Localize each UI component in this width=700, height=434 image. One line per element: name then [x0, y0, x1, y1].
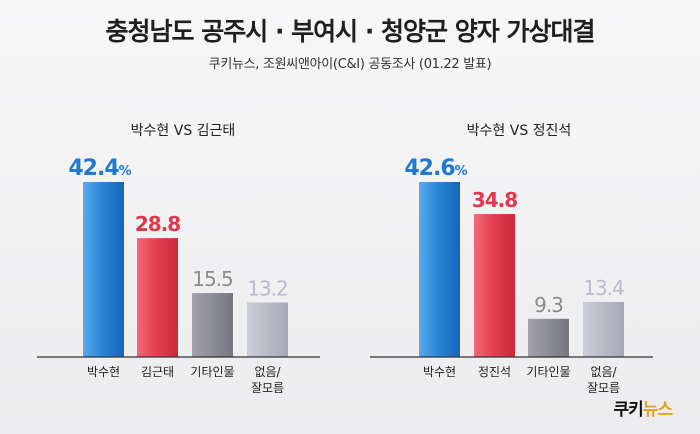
data-label: 9.3 [534, 293, 563, 317]
category-label: 박수현 [423, 365, 456, 379]
data-label: 13.2 [247, 277, 288, 301]
chart-2: 박수현 VS 정진석 42.6% 박수현 34.8 정진석 9.3 기타인물 13.4 없음/잘… [370, 123, 653, 395]
bar [247, 302, 288, 357]
category-label-line: 기타인물 [526, 365, 570, 379]
bar [192, 293, 233, 357]
category-label: 김근태 [141, 365, 174, 379]
data-label: 42.6% [404, 156, 467, 181]
bar [137, 238, 178, 357]
chart-title: 박수현 VS 정진석 [467, 123, 572, 139]
category-label-line: 잘모름 [251, 381, 284, 395]
category-label-line: 김근태 [141, 365, 174, 379]
category-label: 박수현 [87, 365, 120, 379]
bar [474, 214, 515, 357]
category-label-line: 박수현 [87, 365, 120, 379]
page-subtitle: 쿠키뉴스, 조원씨앤아이(C&I) 공동조사 (01.22 발표) [208, 57, 492, 72]
category-label: 기타인물 [526, 365, 570, 379]
chart-title: 박수현 VS 김근태 [131, 123, 236, 139]
logo-text-accent: 뉴스 [642, 400, 673, 420]
category-label: 기타인물 [190, 365, 234, 379]
category-label-line: 정진석 [478, 365, 511, 379]
bar [83, 182, 124, 357]
logo-text-main: 쿠키 [613, 400, 643, 420]
bar [528, 318, 569, 357]
page-title: 충청남도 공주시 · 부여시 · 청양군 양자 가상대결 [105, 17, 596, 46]
category-label: 정진석 [478, 365, 511, 379]
category-label: 없음/잘모름 [587, 365, 620, 395]
data-label-unit: % [455, 164, 468, 179]
bar [583, 301, 624, 357]
data-label: 15.5 [192, 267, 233, 291]
category-label-line: 잘모름 [587, 381, 620, 395]
bar [419, 182, 460, 357]
category-label-line: 없음/ [254, 365, 281, 379]
category-label-line: 기타인물 [190, 365, 234, 379]
data-label-unit: % [119, 164, 132, 179]
data-label: 13.4 [583, 276, 624, 300]
chart-1: 박수현 VS 김근태 42.4% 박수현 28.8 김근태 15.5 기타인물 13.2 없음/… [37, 123, 320, 395]
category-label: 없음/잘모름 [251, 365, 284, 395]
data-label: 34.8 [472, 188, 517, 212]
category-label-line: 박수현 [423, 365, 456, 379]
data-label: 42.4% [68, 156, 131, 181]
category-label-line: 없음/ [590, 365, 617, 379]
brand-logo: 쿠키뉴스 [613, 395, 673, 420]
data-label: 28.8 [135, 212, 180, 236]
